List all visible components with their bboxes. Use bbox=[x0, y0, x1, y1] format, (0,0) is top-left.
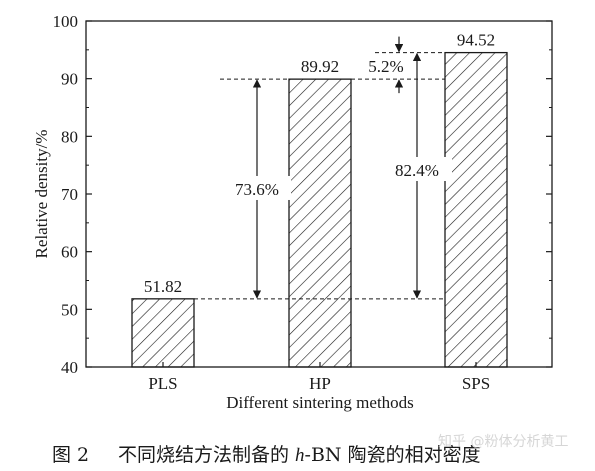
y-tick-label: 90 bbox=[61, 70, 78, 89]
x-axis: PLS HP SPS bbox=[148, 362, 490, 393]
y-tick-label: 80 bbox=[61, 127, 78, 146]
y-tick-label: 60 bbox=[61, 243, 78, 262]
y-axis: 40 50 60 70 80 90 100 bbox=[53, 12, 552, 377]
label-bg-73 bbox=[223, 175, 291, 200]
annotation-73-6: 73.6% bbox=[235, 180, 279, 199]
x-tick-label-sps: SPS bbox=[462, 374, 490, 393]
x-tick-label-hp: HP bbox=[309, 374, 331, 393]
caption-italic: h bbox=[295, 445, 305, 466]
annotations: 73.6% 82.4% 5.2% bbox=[223, 36, 452, 299]
caption-suffix: -BN 陶瓷的相对密度 bbox=[304, 444, 481, 466]
y-tick-label: 100 bbox=[53, 12, 79, 31]
reference-lines bbox=[194, 52, 445, 300]
bar-series: 51.82 89.92 94.52 bbox=[131, 31, 508, 368]
annotation-82-4: 82.4% bbox=[395, 161, 439, 180]
x-tick-label-pls: PLS bbox=[148, 374, 177, 393]
y-axis-label: Relative density/% bbox=[32, 130, 51, 259]
figure-caption: 图 2 不同烧结方法制备的 h-BN 陶瓷的相对密度 bbox=[0, 438, 595, 468]
label-bg-82 bbox=[382, 157, 452, 181]
bar-hp bbox=[288, 78, 352, 368]
x-axis-label: Different sintering methods bbox=[226, 393, 414, 412]
annotation-5-2: 5.2% bbox=[368, 57, 403, 76]
bar-pls bbox=[131, 298, 195, 368]
y-tick-label: 40 bbox=[61, 358, 78, 377]
watermark: 知乎 @粉体分析黄工 bbox=[438, 434, 569, 450]
caption-prefix: 不同烧结方法制备的 bbox=[118, 444, 296, 466]
figure-number: 图 2 bbox=[52, 444, 90, 466]
y-tick-label: 70 bbox=[61, 185, 78, 204]
data-label-sps: 94.52 bbox=[457, 31, 495, 50]
data-label-hp: 89.92 bbox=[301, 57, 339, 76]
y-tick-label: 50 bbox=[61, 300, 78, 319]
bar-sps bbox=[444, 51, 508, 368]
figure-title: 不同烧结方法制备的 h-BN 陶瓷的相对密度 bbox=[118, 440, 481, 467]
data-label-pls: 51.82 bbox=[144, 277, 182, 296]
